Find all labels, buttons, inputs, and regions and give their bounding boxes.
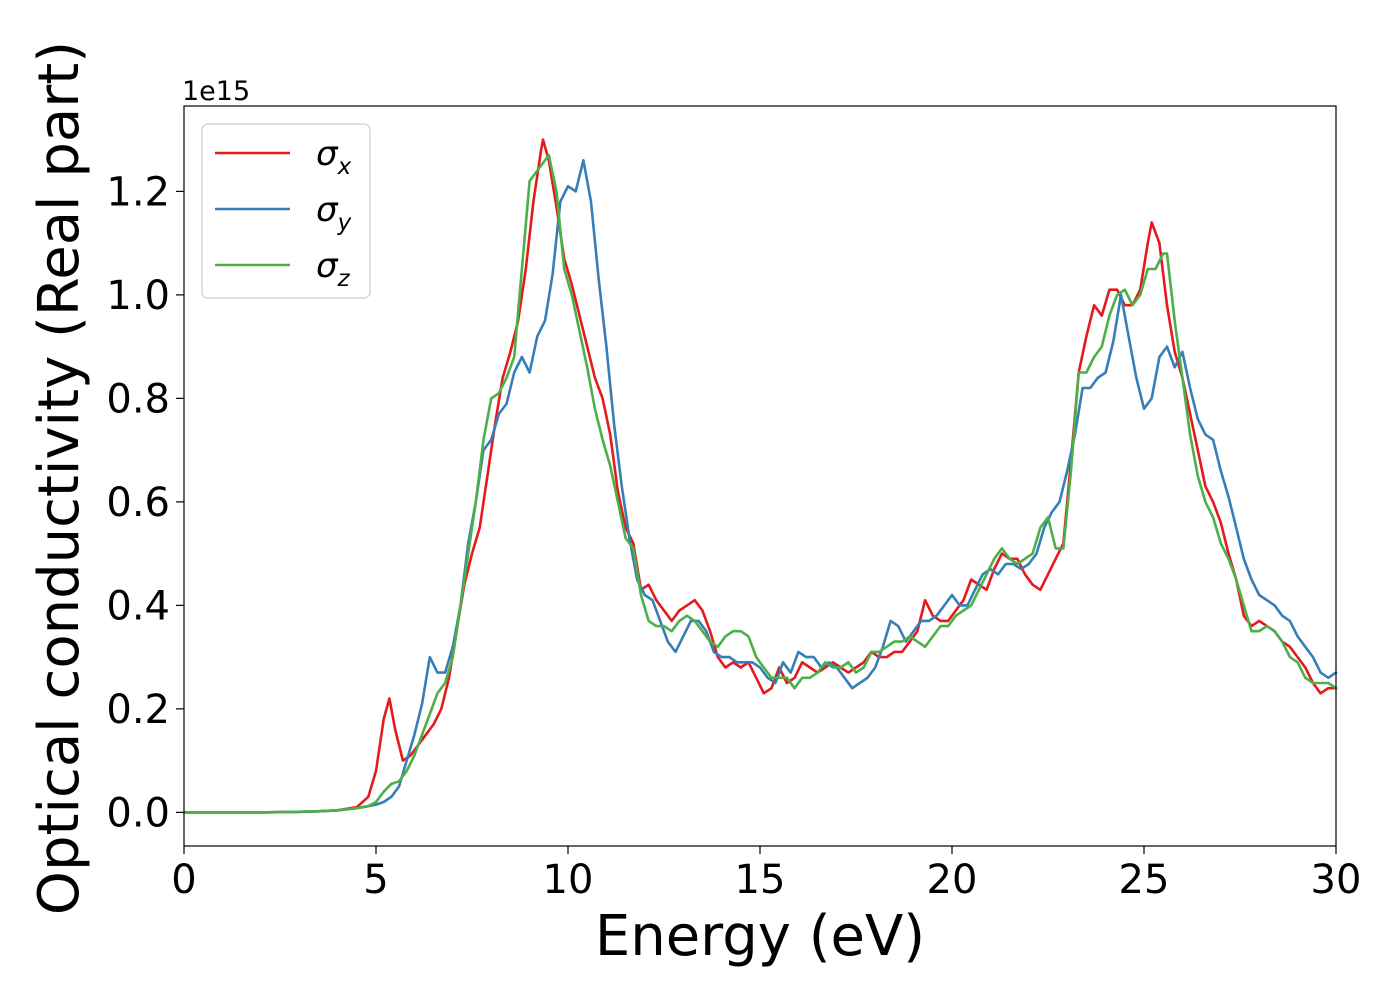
y-tick-label: 0.8 [106, 376, 170, 422]
y-tick-label: 0.2 [106, 687, 170, 733]
legend-box [201, 123, 371, 299]
x-tick-label: 15 [735, 857, 786, 903]
y-tick-label: 1.0 [106, 273, 170, 319]
y-axis: 0.0 0.2 0.4 0.6 0.8 1.0 1.2 [106, 169, 184, 836]
y-axis-title: Optical conductivity (Real part) [27, 41, 92, 915]
y-tick-label: 0.6 [106, 480, 170, 526]
legend-subscript-x: x [337, 154, 352, 180]
x-tick-label: 10 [543, 857, 594, 903]
x-tick-label: 5 [363, 857, 388, 903]
x-tick-label: 20 [927, 857, 978, 903]
y-tick-label: 1.2 [106, 169, 170, 215]
x-tick-label: 25 [1119, 857, 1170, 903]
x-axis-title: Energy (eV) [595, 904, 925, 969]
y-tick-label: 0.4 [106, 583, 170, 629]
legend-label-z: σz [316, 246, 351, 292]
x-axis: 0 5 10 15 20 25 30 [171, 846, 1361, 903]
series-line-x [182, 138, 1338, 814]
y-offset-text: 1e15 [182, 76, 250, 107]
plot-lines [182, 138, 1338, 814]
legend-subscript-y: y [337, 210, 352, 236]
x-tick-label: 0 [171, 857, 196, 903]
x-tick-label: 30 [1311, 857, 1362, 903]
legend-subscript-z: z [337, 266, 351, 292]
series-line-y [182, 159, 1338, 814]
series-line-z [182, 153, 1338, 814]
y-tick-label: 0.0 [106, 790, 170, 836]
